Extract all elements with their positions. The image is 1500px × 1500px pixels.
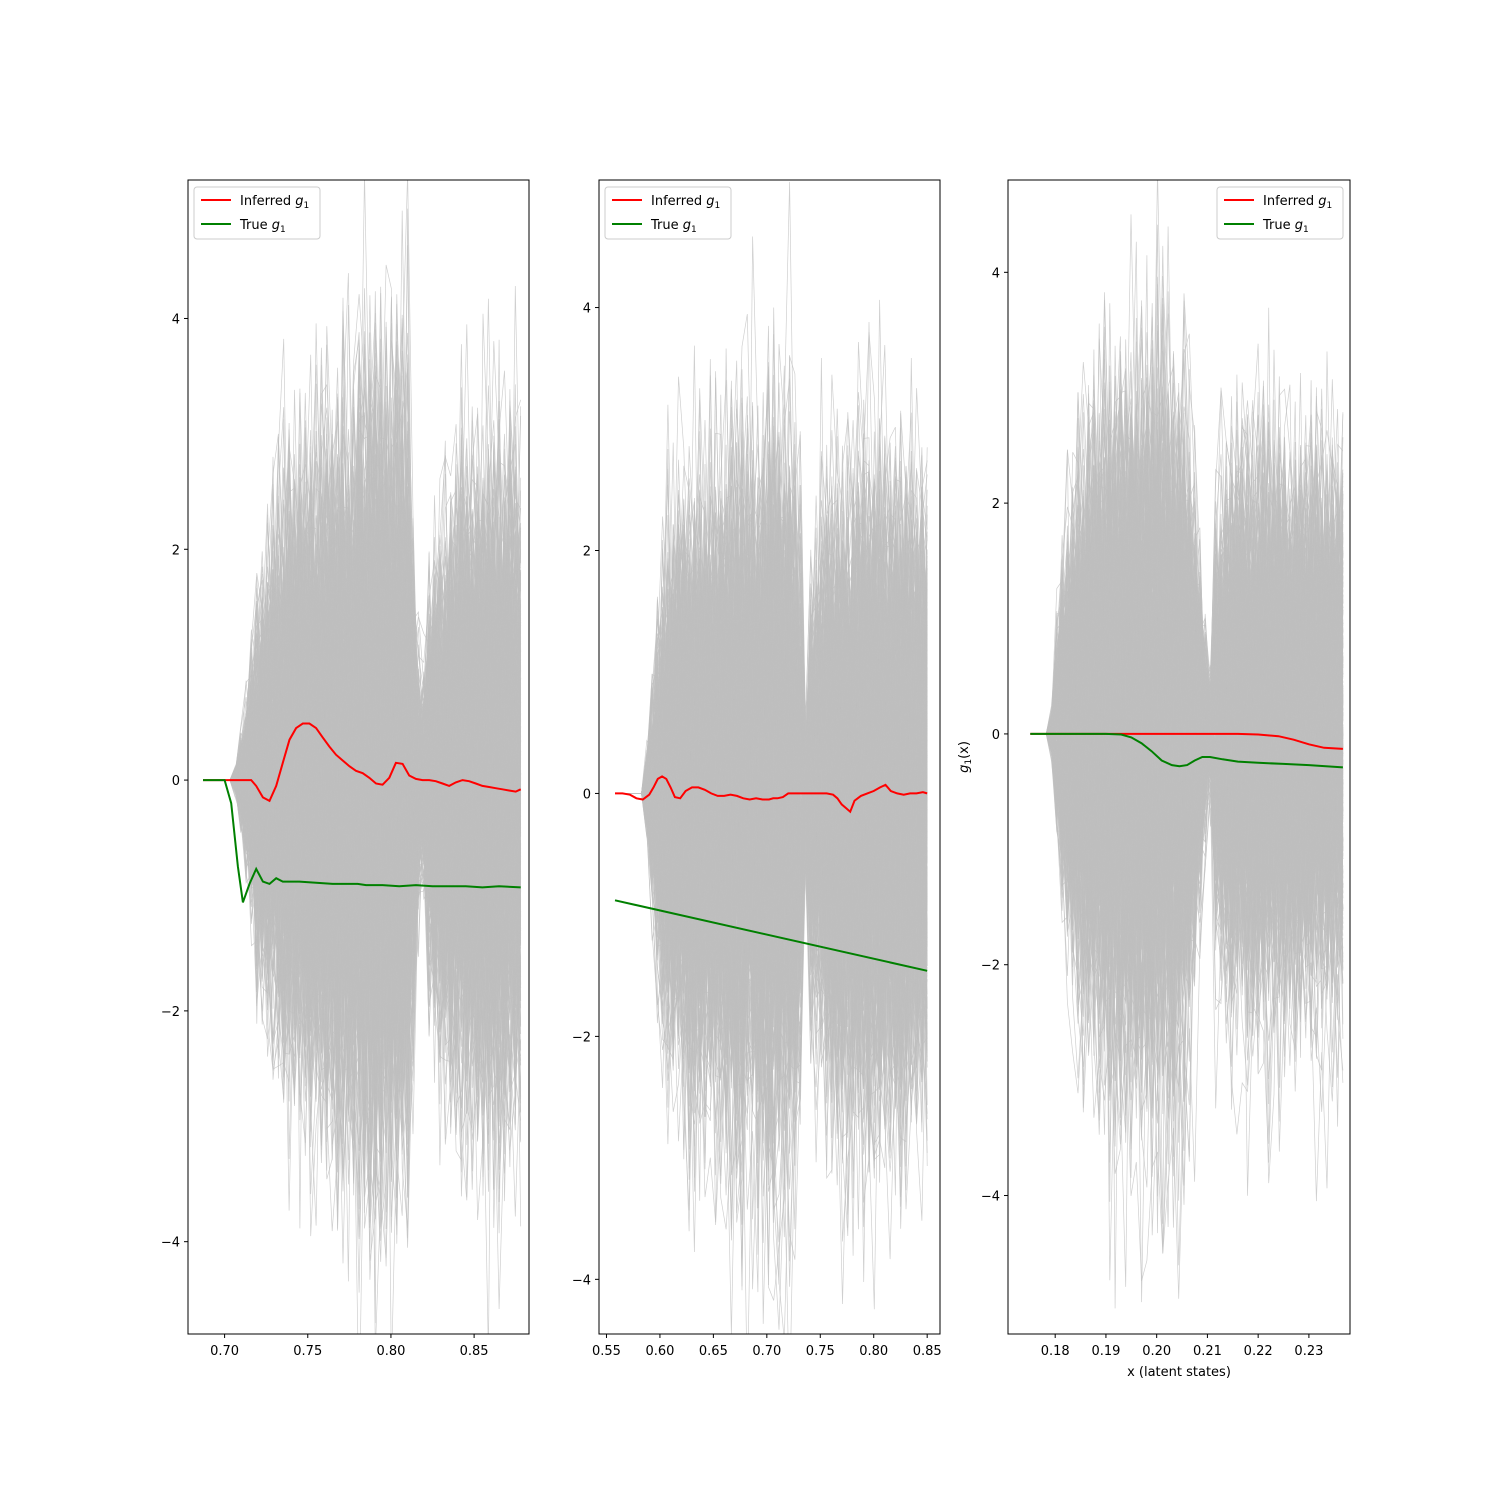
y-tick-label: 4	[992, 266, 1000, 281]
x-tick-label: 0.80	[376, 1344, 405, 1359]
sample-line	[1030, 300, 1344, 744]
y-tick-label: −2	[161, 1005, 180, 1020]
sample-line	[615, 325, 928, 828]
sample-line	[615, 717, 928, 1283]
x-tick-label: 0.18	[1041, 1344, 1070, 1359]
sample-line	[203, 354, 522, 840]
y-tick-label: −2	[981, 959, 1000, 974]
series-line-inferred	[203, 722, 522, 803]
sample-line	[615, 450, 928, 1002]
x-tick-label: 0.70	[210, 1344, 239, 1359]
sample-line	[615, 453, 928, 987]
y-tick-label: −2	[572, 1030, 591, 1045]
sample-line	[615, 588, 928, 1129]
x-tick-label: 0.75	[293, 1344, 322, 1359]
posterior-samples	[615, 181, 928, 1334]
legend-label-inferred: Inferred g1	[651, 194, 720, 211]
sample-line	[203, 685, 522, 1231]
y-tick-label: 2	[172, 543, 180, 558]
sample-line	[615, 621, 928, 1111]
sample-line	[1030, 536, 1344, 1082]
legend-label-true: True g1	[1262, 218, 1309, 235]
sample-line	[1030, 618, 1344, 1050]
sample-line	[615, 576, 928, 919]
series-line-inferred	[1030, 732, 1343, 750]
sample-line	[615, 635, 928, 1144]
sample-line	[203, 769, 522, 1112]
x-tick-label: 0.60	[645, 1344, 674, 1359]
x-tick-label: 0.65	[699, 1344, 728, 1359]
sample-line	[203, 603, 522, 1124]
y-tick-label: 0	[583, 787, 591, 802]
sample-line	[203, 479, 522, 956]
x-tick-label: 0.22	[1244, 1344, 1273, 1359]
series-line-inferred	[615, 775, 928, 814]
series-line-true	[1030, 732, 1343, 769]
legend-label-inferred: Inferred g1	[240, 194, 309, 211]
legend-label-inferred: Inferred g1	[1263, 194, 1332, 211]
x-tick-label: 0.80	[859, 1344, 888, 1359]
y-tick-label: 4	[172, 312, 180, 327]
legend: Inferred g1 True g1	[193, 186, 321, 240]
x-axis-label: x (latent states)	[1127, 1365, 1231, 1380]
y-tick-label: 0	[172, 774, 180, 789]
sample-line	[615, 343, 928, 864]
sample-line	[203, 408, 522, 845]
sample-line	[203, 329, 522, 844]
chart-panel-1: 0.70 0.75 0.80 0.85 −4 −2 0 2 4 Inferred g1 True g…	[161, 179, 530, 1359]
sample-line	[1030, 529, 1344, 1009]
sample-line	[615, 366, 928, 853]
sample-line	[1030, 733, 1344, 1254]
sample-line	[1030, 506, 1344, 935]
plot-frame	[598, 179, 941, 1335]
sample-line	[203, 338, 522, 781]
sample-line	[203, 586, 522, 1095]
y-tick-label: 2	[583, 544, 591, 559]
sample-line	[203, 726, 522, 1189]
y-tick-label: 4	[583, 302, 591, 317]
legend-label-true: True g1	[650, 218, 697, 235]
sample-line	[1030, 535, 1344, 974]
x-tick-label: 0.23	[1294, 1344, 1323, 1359]
y-tick-label: −4	[161, 1236, 180, 1251]
y-tick-label: −4	[981, 1190, 1000, 1205]
x-tick-label: 0.85	[913, 1344, 942, 1359]
sample-line	[203, 507, 522, 984]
series-line-true	[614, 899, 928, 972]
x-tick-label: 0.21	[1193, 1344, 1222, 1359]
sample-line	[203, 481, 522, 974]
sample-line	[203, 442, 522, 907]
posterior-samples	[203, 180, 522, 1334]
y-tick-label: −4	[572, 1273, 591, 1288]
x-tick-label: 0.55	[592, 1344, 621, 1359]
plot-frame	[1007, 179, 1351, 1335]
x-tick-label: 0.19	[1091, 1344, 1120, 1359]
sample-line	[203, 402, 522, 840]
sample-line	[203, 536, 522, 951]
x-tick-label: 0.75	[806, 1344, 835, 1359]
sample-line	[1030, 350, 1344, 795]
x-tick-label: 0.85	[460, 1344, 489, 1359]
plot-frame	[187, 179, 530, 1335]
sample-line	[1030, 524, 1344, 1058]
sample-line	[615, 748, 928, 1334]
chart-panel-2: 0.55 0.60 0.65 0.70 0.75 0.80 0.85 −4 −2 0 2 4 Infer…	[572, 179, 942, 1359]
y-tick-label: 0	[992, 728, 1000, 743]
chart-panel-3: 0.18 0.19 0.20 0.21 0.22 0.23 −4 −2 0 2 4 x (latent…	[957, 179, 1351, 1380]
legend-label-true: True g1	[239, 218, 286, 235]
legend: Inferred g1 True g1	[1216, 186, 1344, 240]
legend: Inferred g1 True g1	[604, 186, 732, 240]
sample-line	[203, 653, 522, 1229]
x-tick-label: 0.20	[1142, 1344, 1171, 1359]
series-line-true	[203, 779, 521, 903]
sample-line	[615, 519, 928, 952]
y-tick-label: 2	[992, 497, 1000, 512]
y-axis-label: g1(x)	[957, 741, 974, 773]
x-tick-label: 0.70	[752, 1344, 781, 1359]
